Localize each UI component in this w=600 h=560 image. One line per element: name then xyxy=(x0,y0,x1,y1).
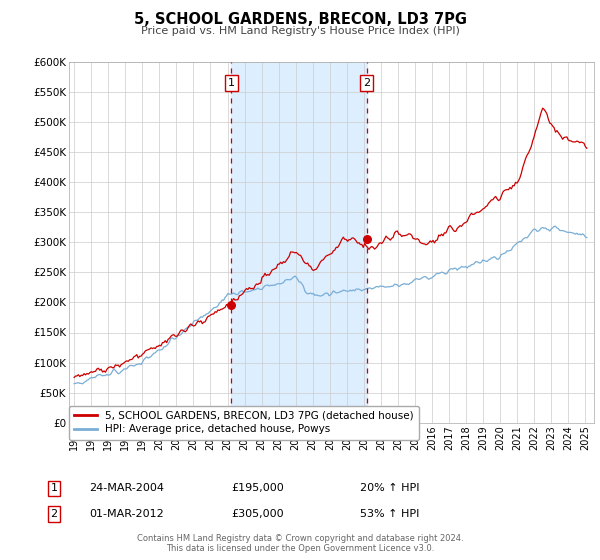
Text: Price paid vs. HM Land Registry's House Price Index (HPI): Price paid vs. HM Land Registry's House … xyxy=(140,26,460,36)
Bar xyxy=(232,62,367,423)
Point xyxy=(362,235,371,244)
Text: £195,000: £195,000 xyxy=(231,483,284,493)
Text: 01-MAR-2012: 01-MAR-2012 xyxy=(89,509,164,519)
Text: 20% ↑ HPI: 20% ↑ HPI xyxy=(360,483,419,493)
Text: 2: 2 xyxy=(363,78,370,88)
Legend: 5, SCHOOL GARDENS, BRECON, LD3 7PG (detached house), HPI: Average price, detache: 5, SCHOOL GARDENS, BRECON, LD3 7PG (deta… xyxy=(69,405,419,440)
Text: 5, SCHOOL GARDENS, BRECON, LD3 7PG: 5, SCHOOL GARDENS, BRECON, LD3 7PG xyxy=(133,12,467,27)
Text: 24-MAR-2004: 24-MAR-2004 xyxy=(89,483,164,493)
Text: 53% ↑ HPI: 53% ↑ HPI xyxy=(360,509,419,519)
Point xyxy=(227,301,236,310)
Text: 1: 1 xyxy=(228,78,235,88)
Text: This data is licensed under the Open Government Licence v3.0.: This data is licensed under the Open Gov… xyxy=(166,544,434,553)
Text: 2: 2 xyxy=(50,509,58,519)
Text: 1: 1 xyxy=(50,483,58,493)
Text: £305,000: £305,000 xyxy=(231,509,284,519)
Text: Contains HM Land Registry data © Crown copyright and database right 2024.: Contains HM Land Registry data © Crown c… xyxy=(137,534,463,543)
